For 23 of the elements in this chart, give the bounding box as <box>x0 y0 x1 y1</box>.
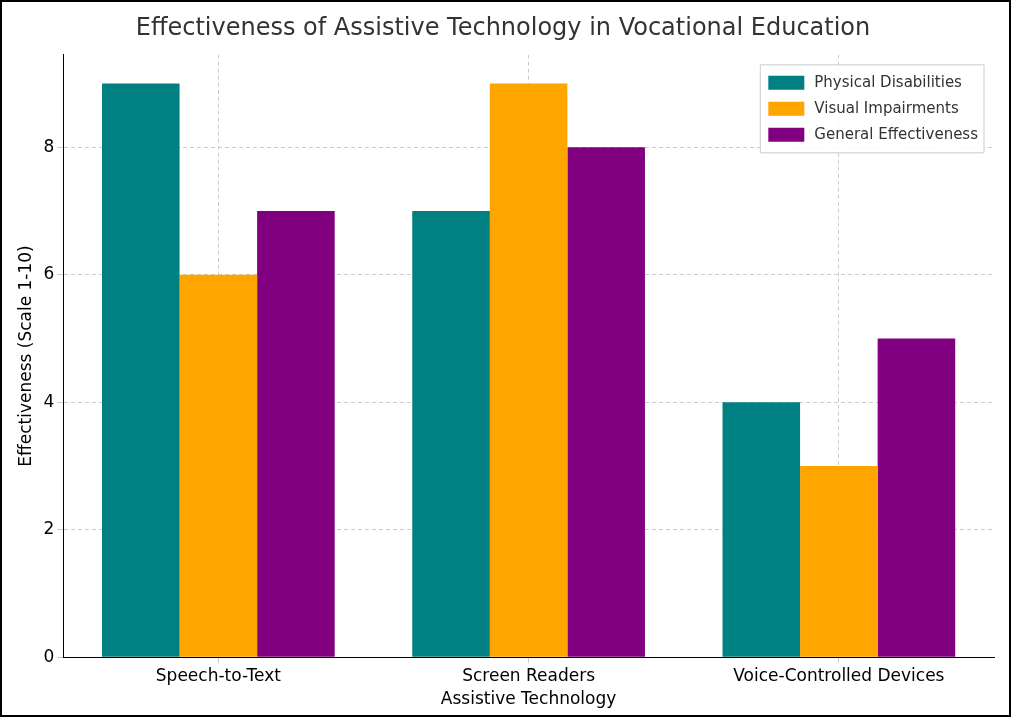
bar <box>179 274 258 657</box>
chart-title: Effectiveness of Assistive Technology in Vocational Education <box>135 12 871 41</box>
x-tick-label: Screen Readers <box>462 664 596 685</box>
legend-label: Physical Disabilities <box>814 72 963 91</box>
bar <box>257 210 335 657</box>
bar <box>722 402 801 657</box>
bar <box>567 147 645 657</box>
x-tick-label: Speech-to-Text <box>155 664 282 685</box>
y-tick-label: 0 <box>43 645 55 666</box>
bar <box>800 465 878 657</box>
bar <box>877 338 956 657</box>
bar <box>102 83 180 657</box>
y-tick-label: 4 <box>43 390 55 411</box>
bar <box>489 83 568 657</box>
bar <box>412 210 490 657</box>
y-tick-label: 6 <box>43 263 55 284</box>
legend-label: Visual Impairments <box>814 98 959 117</box>
x-axis-title: Assistive Technology <box>440 688 617 709</box>
legend-label: General Effectiveness <box>814 124 979 143</box>
y-tick-label: 2 <box>43 518 55 539</box>
y-axis-title: Effectiveness (Scale 1-10) <box>14 245 35 467</box>
y-tick-label: 8 <box>43 135 55 156</box>
x-tick-label: Voice-Controlled Devices <box>733 664 945 685</box>
